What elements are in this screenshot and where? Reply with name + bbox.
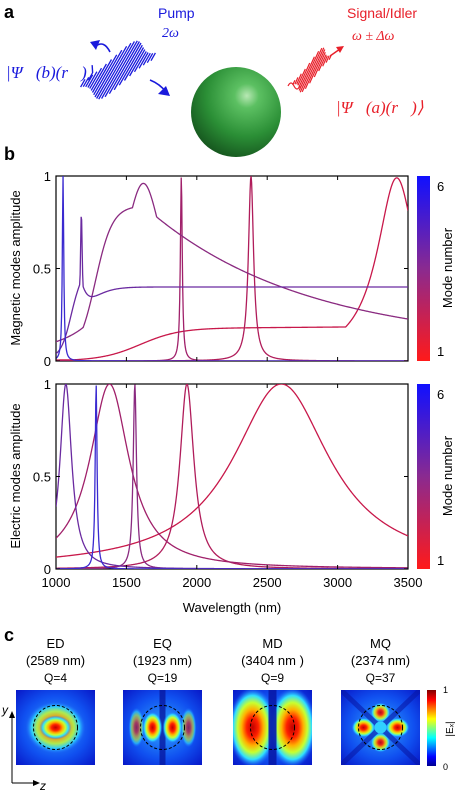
y-tick-label: 0 (44, 562, 51, 577)
signal-wavepacket (287, 46, 344, 93)
mode-6-curve (56, 385, 408, 569)
mode-2-curve (56, 176, 408, 361)
mode-colorbar-max: 6 (437, 179, 444, 194)
y-tick-label: 0.5 (33, 470, 51, 485)
mode-1-curve (56, 177, 408, 361)
mode-wavelength: (2374 nm) (351, 653, 410, 668)
mode-q-factor: Q=37 (366, 671, 396, 685)
mode-name: EQ (153, 636, 172, 651)
signal-state-label: |Ψ⃗(a)(r⃗)⟩ (336, 98, 424, 117)
mode-colorbar-magnetic: 6 1 Mode number (417, 176, 455, 361)
electric-ylabel: Electric modes amplitude (8, 403, 23, 548)
signal-idler-label: Signal/Idler (347, 5, 417, 21)
mode-4-curve (56, 182, 408, 343)
field-colorbar-min: 0 (443, 762, 448, 772)
field-map-eq: EQ (1923 nm) Q=19 (123, 636, 202, 765)
mode-2-curve (56, 384, 408, 569)
mode-q-factor: Q=9 (261, 671, 284, 685)
x-tick-label: 2500 (253, 575, 282, 590)
mode-colorbar-label: Mode number (440, 435, 455, 516)
mode-colorbar-min: 1 (437, 344, 444, 359)
electric-plot: 0 0.5 1 1000 1500 2000 2500 3000 3500 Electric m… (8, 377, 422, 615)
panel-a-label: a (4, 2, 15, 22)
field-colorbar-label: |Eₓ| (445, 721, 456, 736)
y-tick-label: 0 (44, 354, 51, 369)
x-tick-label: 1500 (112, 575, 141, 590)
axis-y-label: y (1, 703, 9, 717)
pump-arrow-in-head (90, 40, 100, 50)
mode-name: ED (46, 636, 64, 651)
nanosphere (191, 67, 281, 157)
field-colorbar-max: 1 (443, 685, 448, 695)
mode-4-curve (56, 384, 408, 569)
y-tick-label: 1 (44, 377, 51, 392)
pump-label: Pump (158, 5, 195, 21)
mode-q-factor: Q=19 (148, 671, 178, 685)
magnetic-plot: 0 0.5 1 Magnetic modes amplitude (8, 169, 409, 369)
y-tick-label: 1 (44, 169, 51, 184)
x-tick-label: 3000 (323, 575, 352, 590)
field-map-ed: ED (2589 nm) Q=4 (16, 636, 95, 765)
mode-name: MQ (370, 636, 391, 651)
mode-wavelength: (1923 nm) (133, 653, 192, 668)
magnetic-ylabel: Magnetic modes amplitude (8, 190, 23, 345)
mode-colorbar-max: 6 (437, 387, 444, 402)
x-tick-label: 1000 (42, 575, 71, 590)
field-map-md: MD (3404 nm ) Q=9 (233, 636, 312, 765)
panel-c-label: c (4, 625, 14, 645)
mode-1-curve (56, 384, 408, 558)
pump-frequency: 2ω (162, 26, 179, 41)
mode-wavelength: (3404 nm ) (241, 653, 304, 668)
mode-q-factor: Q=4 (44, 671, 67, 685)
mode-5-curve (56, 384, 408, 569)
x-tick-label: 3500 (394, 575, 423, 590)
mode-3-curve (56, 177, 408, 361)
field-map-mq: MQ (2374 nm) Q=37 (341, 636, 420, 765)
mode-3-curve (56, 384, 408, 569)
panel-b-label: b (4, 144, 15, 164)
axis-z-label: z (39, 779, 46, 791)
mode-wavelength: (2589 nm) (26, 653, 85, 668)
pump-wavepacket (80, 40, 156, 100)
mode-5-curve (56, 216, 408, 355)
signal-frequency: ω ± Δω (352, 29, 395, 44)
wavelength-xlabel: Wavelength (nm) (183, 600, 282, 615)
y-tick-label: 0.5 (33, 262, 51, 277)
field-colorbar: 1 0 |Eₓ| (427, 685, 456, 772)
pump-arrow-in (95, 43, 111, 53)
x-tick-label: 2000 (182, 575, 211, 590)
mode-colorbar-electric: 6 1 Mode number (417, 384, 455, 569)
mode-colorbar-min: 1 (437, 553, 444, 568)
mode-colorbar-label: Mode number (440, 227, 455, 308)
pump-state-label: |Ψ⃗(b)(r⃗)⟩ (6, 63, 94, 82)
axes-indicator: y z (1, 703, 46, 791)
pump-arrow-out-head (158, 86, 170, 96)
mode-name: MD (262, 636, 282, 651)
mode-6-curve (56, 176, 408, 361)
